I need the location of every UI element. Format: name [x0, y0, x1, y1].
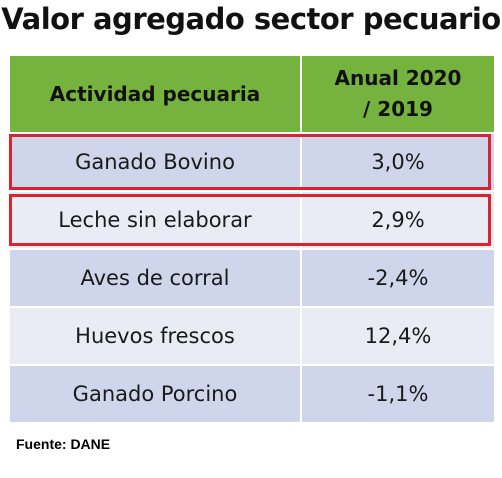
row-activity-cell: Aves de corral — [10, 250, 302, 306]
row-value-cell: 12,4% — [364, 324, 432, 348]
table-row: Leche sin elaborar 2,9% — [10, 190, 494, 248]
row-activity-cell: Ganado Bovino — [10, 134, 302, 190]
table-row: Aves de corral -2,4% — [10, 248, 494, 306]
header-activity: Actividad pecuaria — [10, 56, 302, 132]
table-row: Ganado Porcino -1,1% — [10, 364, 494, 422]
row-activity-cell: Leche sin elaborar — [10, 192, 302, 248]
row-activity-cell: Ganado Porcino — [10, 366, 302, 422]
table-header-row: Actividad pecuaria Anual 2020 / 2019 — [10, 56, 494, 132]
row-value-cell: 2,9% — [371, 208, 425, 232]
source-note: Fuente: DANE — [16, 436, 111, 452]
table-row: Ganado Bovino 3,0% — [10, 132, 494, 190]
row-activity-cell: Huevos frescos — [10, 308, 302, 364]
row-value-cell: 3,0% — [371, 150, 425, 174]
header-annual-change-label: Anual 2020 / 2019 — [334, 66, 462, 121]
data-table: Actividad pecuaria Anual 2020 / 2019 Gan… — [10, 56, 494, 424]
row-value-cell: -1,1% — [367, 382, 429, 406]
row-value-cell: -2,4% — [367, 266, 429, 290]
chart-title: Valor agregado sector pecuario — [1, 2, 501, 36]
header-annual-change: Anual 2020 / 2019 — [302, 56, 494, 132]
table-row: Huevos frescos 12,4% — [10, 306, 494, 364]
